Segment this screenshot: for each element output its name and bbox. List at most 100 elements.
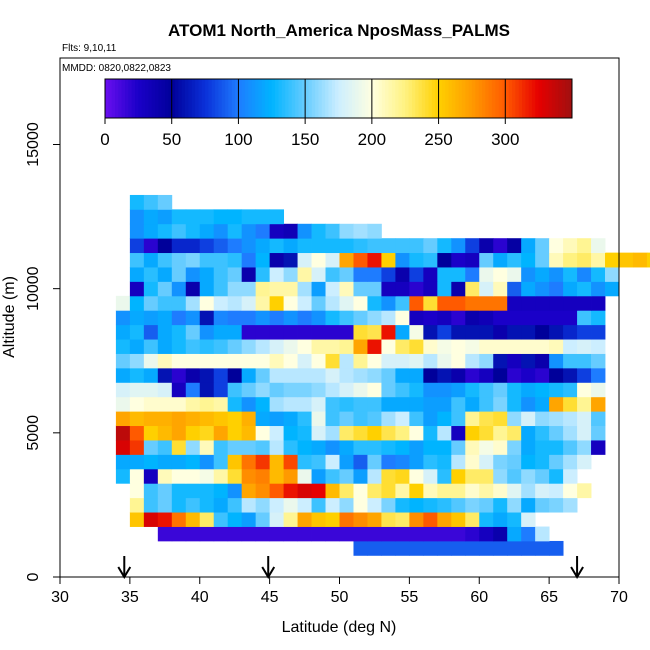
heatmap-cell [577,411,592,427]
heatmap-cell [577,425,592,441]
heatmap-cell [269,353,285,369]
heatmap-cell [423,324,438,340]
heatmap-cell [367,295,382,311]
x-tick-label: 55 [400,589,418,606]
heatmap-cell [171,223,187,239]
heatmap-cell [213,353,229,369]
heatmap-cell [479,238,494,254]
heatmap-cell [325,454,340,470]
heatmap-cell [143,310,159,326]
heatmap-cell [339,425,354,441]
heatmap-cell [339,367,354,383]
heatmap-cell [311,468,326,484]
heatmap-cell [283,295,298,311]
heatmap-cell [367,512,382,527]
colorbar-segment [508,79,513,118]
colorbar-segment [161,79,166,118]
heatmap-cell [213,526,229,542]
colorbar-segment [211,79,216,118]
heatmap-cell [423,367,438,383]
heatmap-cell [549,440,564,455]
heatmap-cell [157,367,173,383]
heatmap-cell [143,497,159,513]
heatmap-cell [171,209,187,225]
heatmap-cell [577,295,592,311]
heatmap-cell [129,512,145,527]
colorbar-segment [208,79,213,118]
heatmap-cell [269,382,285,398]
down-arrow-icon [570,556,584,579]
heatmap-cell [353,295,368,311]
colorbar-segment [558,79,563,118]
heatmap-cell [451,295,466,311]
heatmap-cell [353,483,368,499]
heatmap-cell [283,483,298,499]
heatmap-cell [381,440,396,455]
heatmap-cell [171,468,187,484]
heatmap-cell [507,396,522,412]
heatmap-cell [213,267,229,282]
heatmap-cells [115,194,650,556]
colorbar-segment [315,79,319,118]
heatmap-cell [129,281,145,297]
heatmap-cell [367,238,382,254]
heatmap-cell [283,440,298,455]
heatmap-cell [199,267,215,282]
heatmap-cell [269,396,285,412]
heatmap-cell [199,468,215,484]
colorbar-segment [368,79,373,118]
heatmap-cell [283,411,298,427]
heatmap-cell [521,267,536,282]
heatmap-cell [227,454,243,470]
heatmap-cell [171,411,187,427]
heatmap-cell [381,483,396,499]
heatmap-cell [367,497,382,513]
heatmap-cell [479,367,494,383]
heatmap-cell [185,382,201,398]
colorbar-tick-label: 200 [358,130,386,149]
colorbar-segment [415,79,420,118]
colorbar-segment [251,79,256,118]
heatmap-cell [535,267,550,282]
heatmap-cell [241,267,257,282]
colorbar-segment [478,79,483,118]
colorbar-segment [418,79,423,118]
colorbar-segment [121,79,126,118]
heatmap-cell [241,526,257,542]
heatmap-cell [451,526,466,542]
heatmap-cell [521,324,536,340]
heatmap-cell [129,440,145,455]
heatmap-cell [367,540,382,556]
heatmap-cell [199,339,215,354]
heatmap-cell [241,252,257,268]
heatmap-cell [185,281,201,297]
heatmap-cell [479,483,494,499]
heatmap-cell [129,267,145,282]
down-arrow-icon [261,556,276,579]
heatmap-cell [171,252,187,268]
heatmap-cell [353,223,368,239]
flight-arrows [117,556,584,579]
heatmap-cell [157,339,173,354]
heatmap-cell [269,411,285,427]
heatmap-cell [493,440,508,455]
heatmap-cell [437,324,452,340]
colorbar-segment [255,79,259,118]
x-tick-label: 70 [610,589,628,606]
heatmap-cell [591,252,606,268]
heatmap-cell [227,468,243,484]
heatmap-cell [563,468,578,484]
heatmap-cell [157,324,173,340]
heatmap-cell [171,382,187,398]
heatmap-cell [409,339,424,354]
heatmap-cell [353,411,368,427]
heatmap-cell [227,209,243,225]
heatmap-cell [311,483,326,499]
heatmap-cell [549,324,564,340]
heatmap-cell [353,382,368,398]
heatmap-cell [493,238,508,254]
colorbar-segment [268,79,273,118]
colorbar-segment [275,79,279,118]
heatmap-cell [227,367,243,383]
colorbar-segment [425,79,430,118]
